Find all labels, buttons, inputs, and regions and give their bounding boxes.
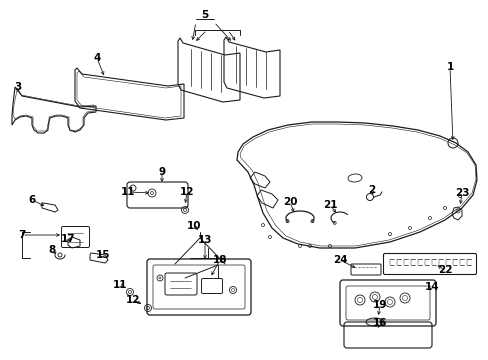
- Text: 17: 17: [61, 234, 75, 244]
- Text: 11: 11: [113, 280, 127, 290]
- Text: 22: 22: [437, 265, 451, 275]
- Text: 19: 19: [372, 300, 386, 310]
- Text: 9: 9: [158, 167, 165, 177]
- Text: 14: 14: [424, 282, 438, 292]
- Text: 21: 21: [322, 200, 337, 210]
- Text: 6: 6: [28, 195, 36, 205]
- Text: 5: 5: [201, 10, 208, 20]
- Text: 20: 20: [282, 197, 297, 207]
- Text: 15: 15: [96, 250, 110, 260]
- Text: 12: 12: [180, 187, 194, 197]
- Text: 16: 16: [372, 318, 386, 328]
- Text: 12: 12: [125, 295, 140, 305]
- Text: 23: 23: [454, 188, 468, 198]
- Text: 10: 10: [186, 221, 201, 231]
- Text: 18: 18: [212, 255, 227, 265]
- Text: 11: 11: [121, 187, 135, 197]
- Text: 2: 2: [367, 185, 375, 195]
- Text: 4: 4: [93, 53, 101, 63]
- Text: 24: 24: [332, 255, 346, 265]
- Text: 3: 3: [14, 82, 21, 92]
- Text: 7: 7: [18, 230, 26, 240]
- Text: 13: 13: [197, 235, 212, 245]
- Text: 8: 8: [48, 245, 56, 255]
- Text: 1: 1: [446, 62, 453, 72]
